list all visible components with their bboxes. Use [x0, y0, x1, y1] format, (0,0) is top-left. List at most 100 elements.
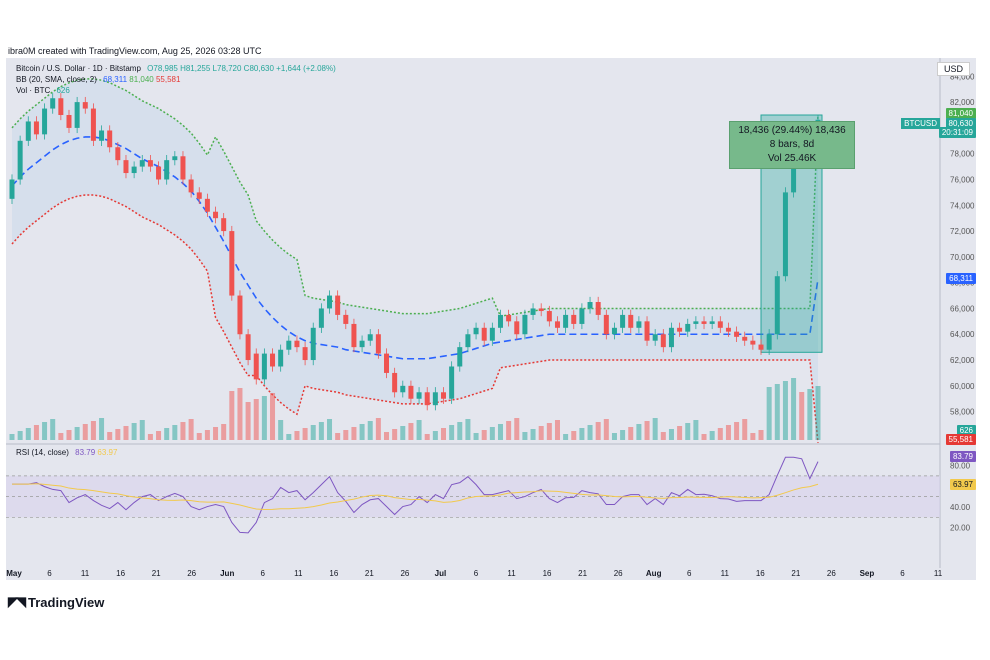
x-tick-label: 11	[507, 569, 516, 578]
candle	[620, 314, 626, 328]
candle	[156, 166, 162, 180]
volume-bar	[440, 428, 446, 440]
candle	[701, 321, 707, 324]
volume-bar	[799, 392, 805, 440]
volume-bar	[668, 429, 674, 440]
candle	[668, 327, 674, 348]
volume-bar	[815, 386, 821, 440]
volume-bar	[335, 433, 341, 440]
volume-bar	[392, 429, 398, 440]
volume-bar	[457, 422, 463, 440]
x-tick-label: May	[6, 569, 22, 578]
candle	[628, 314, 634, 328]
currency-label[interactable]: USD	[936, 62, 970, 76]
volume-bar	[595, 422, 601, 440]
price-tag-countdown: 20:31:09	[938, 127, 976, 138]
price-tag-close: 80,630	[945, 118, 976, 129]
price-tag-lower: 55,581	[945, 434, 976, 445]
x-tick-label: 16	[329, 569, 338, 578]
x-tick-label: 21	[365, 569, 374, 578]
measure-tooltip: 18,436 (29.44%) 18,436 8 bars, 8d Vol 25…	[729, 121, 855, 169]
candle	[115, 147, 121, 161]
candle	[66, 115, 72, 128]
volume-bar	[237, 388, 243, 440]
candle	[709, 321, 715, 324]
candle	[196, 192, 202, 199]
volume-bar	[90, 421, 96, 440]
candle	[147, 160, 153, 167]
candle	[180, 156, 186, 180]
volume-bar	[123, 426, 129, 440]
volume-bar	[139, 420, 145, 440]
volume-bar	[253, 399, 259, 440]
candle	[652, 334, 658, 341]
volume-bar	[359, 424, 365, 440]
x-tick-label: 11	[294, 569, 303, 578]
volume-bar	[571, 431, 577, 440]
volume-bar	[538, 426, 544, 440]
candle	[449, 366, 455, 399]
candle	[538, 308, 544, 312]
y-tick-label: 82,000	[950, 98, 975, 107]
candle	[465, 334, 471, 348]
volume-bar	[774, 384, 780, 440]
volume-bar	[221, 424, 227, 440]
y-tick-label: 84,000	[950, 72, 975, 81]
candle	[359, 340, 365, 348]
candle	[506, 314, 512, 322]
x-tick-label: 11	[721, 569, 730, 578]
volume-bar	[99, 418, 105, 440]
candle	[522, 314, 528, 335]
price-tag-mid: 68,311	[946, 273, 976, 284]
measure-line1: 18,436 (29.44%) 18,436	[738, 125, 846, 136]
candle	[782, 192, 788, 277]
y-tick-label: 64,000	[950, 330, 975, 339]
candle	[400, 385, 406, 393]
volume-bar	[514, 418, 520, 440]
volume-bar	[717, 428, 723, 440]
volume-bar	[196, 433, 202, 440]
candle	[74, 102, 80, 128]
candle	[734, 331, 740, 337]
candle	[677, 327, 683, 332]
volume-bar	[489, 427, 495, 440]
volume-bar	[660, 432, 666, 440]
candle	[204, 198, 210, 212]
candle	[123, 160, 129, 174]
legend-ohlc: O78,985 H81,255 L78,720 C80,630 +1,644 (…	[147, 64, 336, 73]
candle	[766, 334, 772, 350]
volume-bar	[351, 427, 357, 440]
candle	[221, 218, 227, 232]
candle	[310, 327, 316, 361]
x-tick-label: 26	[614, 569, 623, 578]
candle	[595, 302, 601, 315]
volume-bar	[327, 419, 333, 440]
candle	[473, 327, 479, 335]
candle	[432, 392, 438, 406]
candle	[99, 130, 105, 141]
volume-bar	[791, 378, 797, 440]
candle	[644, 321, 650, 341]
y-tick-label: 60,000	[950, 382, 975, 391]
candle	[440, 392, 446, 399]
x-tick-label: 26	[187, 569, 196, 578]
candle	[82, 102, 88, 109]
volume-bar	[432, 431, 438, 440]
legend-vol: Vol · BTC 626	[16, 86, 70, 95]
volume-bar	[693, 420, 699, 440]
volume-bar	[766, 387, 772, 440]
candle	[139, 160, 145, 167]
volume-bar	[628, 427, 634, 440]
candle	[497, 314, 503, 328]
volume-bar	[473, 433, 479, 440]
volume-bar	[677, 426, 683, 440]
rsi-tag: 83.79	[949, 451, 976, 462]
legend-rsi-label: RSI (14, close)	[16, 448, 69, 457]
chart-area[interactable]: 58,00060,00062,00064,00066,00068,00070,0…	[6, 58, 976, 580]
candle	[750, 340, 756, 345]
tradingview-logo[interactable]: ◤◥ TradingView	[8, 594, 104, 610]
x-tick-label: 16	[116, 569, 125, 578]
rsi-tick-label: 80.00	[950, 462, 971, 471]
legend-rsi-value: 83.79	[75, 448, 96, 457]
candle	[489, 327, 495, 341]
